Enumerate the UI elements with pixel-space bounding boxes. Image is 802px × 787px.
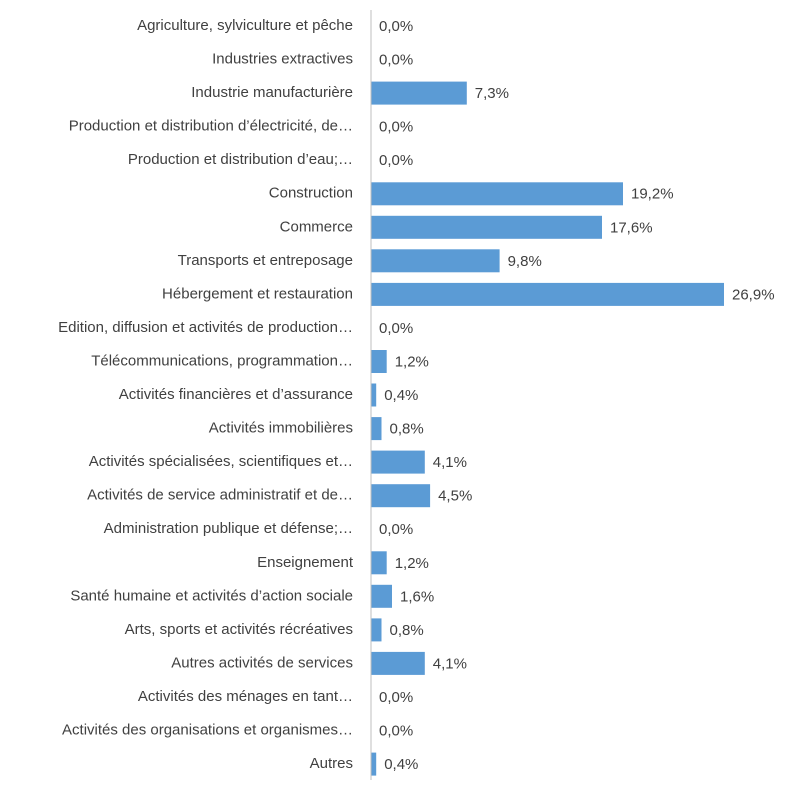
category-label: Activités spécialisées, scientifiques et…: [89, 453, 353, 470]
bar: [371, 551, 387, 575]
value-label: 0,8%: [390, 622, 424, 639]
bar: [371, 417, 382, 441]
value-label: 1,2%: [395, 353, 429, 370]
category-label: Transports et entreposage: [178, 252, 353, 269]
bar: [371, 383, 377, 407]
category-label: Edition, diffusion et activités de produ…: [58, 319, 353, 336]
category-label: Commerce: [280, 218, 353, 235]
category-label: Construction: [269, 185, 353, 202]
category-label: Production et distribution d’électricité…: [69, 118, 353, 135]
value-label: 0,0%: [379, 152, 413, 169]
value-label: 26,9%: [732, 286, 775, 303]
bar: [371, 215, 602, 239]
category-label: Hébergement et restauration: [162, 285, 353, 302]
value-label: 0,0%: [379, 52, 413, 69]
value-label: 7,3%: [475, 85, 509, 102]
category-label: Autres: [310, 755, 353, 772]
bar: [371, 651, 425, 675]
bar: [371, 752, 377, 776]
category-labels: Agriculture, sylviculture et pêche Indust…: [58, 17, 354, 772]
category-label: Industries extractives: [212, 51, 353, 68]
value-label: 0,0%: [379, 521, 413, 538]
category-label: Autres activités de services: [171, 654, 353, 671]
value-label: 0,8%: [390, 421, 424, 438]
bar: [371, 81, 467, 105]
category-label: Santé humaine et activités d’action soci…: [70, 587, 353, 604]
value-label: 1,2%: [395, 555, 429, 572]
value-label: 0,0%: [379, 119, 413, 136]
category-label: Production et distribution d’eau;…: [128, 151, 353, 168]
category-label: Enseignement: [257, 554, 354, 571]
value-label: 0,0%: [379, 320, 413, 337]
bar: [371, 249, 500, 273]
value-label: 19,2%: [631, 186, 674, 203]
bar: [371, 618, 382, 642]
value-label: 0,0%: [379, 689, 413, 706]
bar: [371, 282, 724, 306]
value-labels: 0,0% 0,0% 7,3% 0,0% 0,0% 19,2% 17,6% 9,8% 26,9% 0…: [379, 18, 775, 773]
value-label: 4,1%: [433, 454, 467, 471]
value-label: 0,0%: [379, 18, 413, 35]
category-label: Agriculture, sylviculture et pêche: [137, 17, 353, 34]
bar: [371, 182, 623, 206]
value-label: 17,6%: [610, 219, 653, 236]
bar: [371, 350, 387, 373]
bar: [371, 584, 392, 608]
bars-group: [371, 81, 724, 776]
value-label: 9,8%: [508, 253, 542, 270]
category-label: Activités de service administratif et de…: [87, 487, 353, 504]
category-label: Activités immobilières: [209, 420, 353, 437]
value-label: 0,0%: [379, 723, 413, 740]
value-label: 4,5%: [438, 488, 472, 505]
value-label: 0,4%: [384, 756, 418, 773]
category-label: Télécommunications, programmation…: [91, 352, 353, 369]
category-label: Activités financières et d’assurance: [119, 386, 353, 403]
value-label: 4,1%: [433, 655, 467, 672]
value-label: 0,4%: [384, 387, 418, 404]
category-label: Industrie manufacturière: [191, 84, 353, 101]
value-label: 1,6%: [400, 588, 434, 605]
category-label: Administration publique et défense;…: [104, 520, 353, 537]
category-label: Activités des ménages en tant…: [138, 688, 353, 705]
category-label: Activités des organisations et organisme…: [62, 722, 353, 739]
bar: [371, 484, 431, 508]
bar: [371, 450, 425, 474]
category-label: Arts, sports et activités récréatives: [125, 621, 353, 638]
